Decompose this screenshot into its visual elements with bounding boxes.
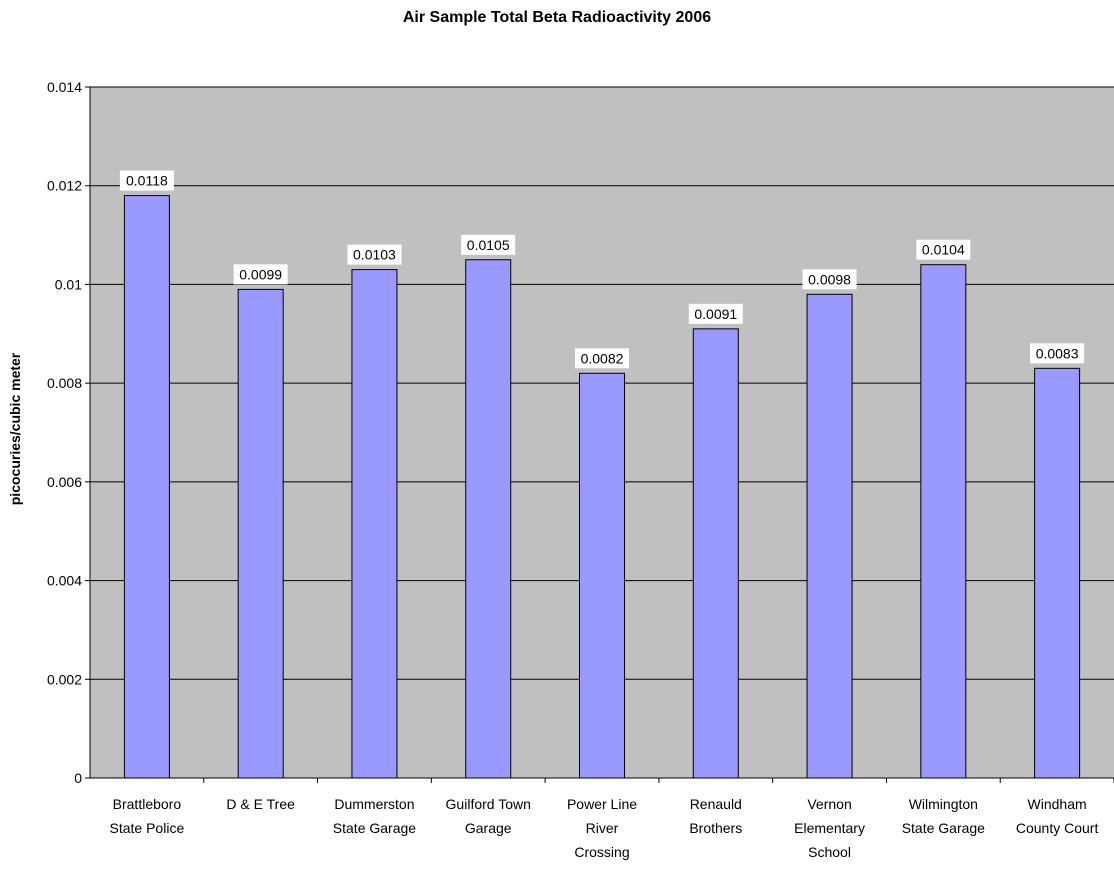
data-label-background — [1030, 343, 1085, 364]
data-label: 0.0082 — [581, 350, 624, 366]
x-category-label: River — [586, 820, 619, 836]
data-label-background — [119, 170, 174, 191]
x-category-label: Vernon — [807, 796, 851, 812]
x-category-label: State Police — [110, 820, 185, 836]
x-category-label: Guilford Town — [446, 796, 531, 812]
x-category-label: Wilmington — [909, 796, 978, 812]
y-tick-label: 0.01 — [55, 276, 82, 292]
bar — [692, 328, 739, 779]
x-category-label: Windham — [1028, 796, 1087, 812]
bar — [123, 195, 170, 779]
bar — [920, 264, 967, 779]
data-label: 0.0104 — [922, 242, 965, 258]
data-label: 0.0103 — [353, 247, 396, 263]
x-category-label: Dummerston — [334, 796, 414, 812]
x-category-label: State Garage — [902, 820, 985, 836]
data-label: 0.0099 — [239, 266, 282, 282]
bar — [237, 288, 284, 779]
x-category-label: Brattleboro — [113, 796, 182, 812]
data-label-background — [916, 239, 971, 260]
x-category-label: Power Line — [567, 796, 637, 812]
plot-area-group: 0 0.002 0.004 0.006 0.008 0.01 0.012 0.014 0.011… — [47, 79, 1114, 860]
y-tick-label: 0.008 — [47, 375, 82, 391]
y-tick-label: 0 — [74, 770, 82, 786]
data-label: 0.0105 — [467, 237, 510, 253]
data-label: 0.0091 — [694, 306, 737, 322]
chart-title: Air Sample Total Beta Radioactivity 2006 — [403, 9, 711, 26]
data-label-background — [347, 244, 402, 265]
y-axis-label: picocuries/cubic meter — [7, 352, 23, 505]
x-category-label: Crossing — [574, 844, 629, 860]
data-label-background — [233, 264, 288, 285]
bar — [465, 259, 512, 779]
x-category-label: County Court — [1016, 820, 1099, 836]
bar — [351, 269, 398, 779]
data-label: 0.0098 — [808, 271, 851, 287]
data-label: 0.0118 — [126, 173, 168, 189]
x-category-label: Elementary — [794, 820, 865, 836]
x-category-label: Brothers — [689, 820, 742, 836]
data-label-background — [575, 348, 629, 369]
y-tick-label: 0.002 — [47, 671, 82, 687]
y-tick-label: 0.004 — [47, 573, 82, 589]
x-category-label: D & E Tree — [226, 796, 295, 812]
y-tick-label: 0.006 — [47, 474, 82, 490]
x-category-label: School — [808, 844, 851, 860]
data-label-background — [461, 234, 516, 255]
x-category-label: State Garage — [333, 820, 416, 836]
data-label: 0.0083 — [1036, 345, 1079, 361]
data-label-background — [802, 269, 857, 290]
bar — [806, 293, 853, 779]
y-tick-label: 0.012 — [47, 178, 82, 194]
x-category-label: Garage — [465, 820, 512, 836]
bar — [1034, 367, 1081, 779]
x-category-label: Renauld — [690, 796, 742, 812]
bar — [579, 372, 625, 779]
data-label-background — [688, 303, 743, 324]
y-tick-label: 0.014 — [47, 79, 82, 95]
